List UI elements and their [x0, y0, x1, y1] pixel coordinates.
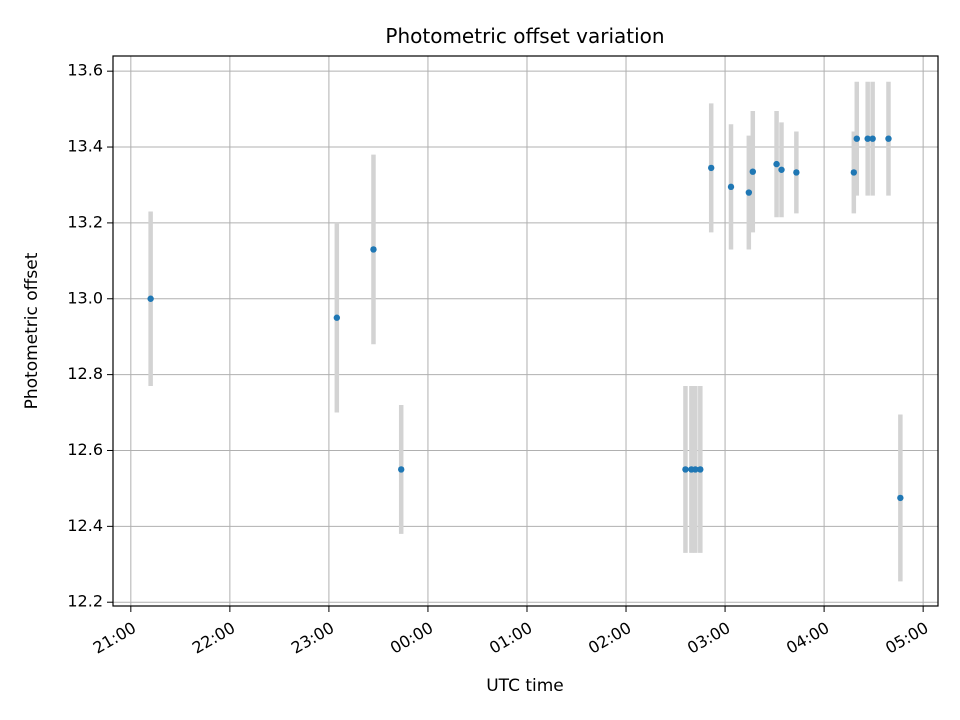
y-tick-label: 12.8 [67, 364, 103, 383]
data-point [897, 494, 904, 502]
data-point [707, 164, 715, 172]
data-point [749, 168, 756, 175]
y-tick-label: 12.6 [67, 440, 103, 459]
data-point [370, 246, 377, 253]
x-tick-label: 04:00 [783, 618, 832, 658]
plot-area-frame [112, 55, 939, 607]
x-tick-label: 00:00 [387, 618, 436, 658]
data-point [778, 166, 785, 173]
chart-title: Photometric offset variation [385, 24, 664, 48]
data-point [727, 183, 735, 191]
grid-lines [113, 56, 938, 606]
y-tick-label: 13.2 [67, 212, 103, 231]
data-point [682, 466, 689, 473]
data-point [773, 160, 780, 168]
data-point [147, 295, 154, 302]
data-point [793, 169, 800, 176]
data-point [745, 189, 753, 196]
data-point [853, 135, 860, 142]
y-tick-label: 12.4 [67, 516, 103, 535]
x-tick-label: 05:00 [882, 618, 931, 658]
x-tick-label: 23:00 [288, 618, 337, 658]
y-tick-label: 13.6 [67, 61, 103, 80]
x-tick-label: 03:00 [684, 618, 733, 658]
data-point [869, 135, 876, 142]
data-points [147, 135, 904, 502]
data-point [864, 135, 871, 142]
x-axis-ticks: 21:00 22:00 23:00 00:00 01:00 02:00 03:00 04:00… [90, 606, 932, 658]
data-point [333, 314, 341, 321]
x-tick-label: 22:00 [189, 618, 238, 658]
data-point [692, 466, 699, 473]
y-tick-label: 13.0 [67, 288, 103, 307]
data-point [398, 466, 405, 473]
x-tick-label: 01:00 [486, 618, 535, 658]
x-tick-label: 21:00 [90, 618, 139, 658]
data-point [850, 169, 858, 176]
y-axis-label: Photometric offset [22, 252, 42, 409]
error-bars [148, 81, 903, 582]
x-axis-label: UTC time [486, 676, 564, 696]
x-tick-label: 02:00 [585, 618, 634, 658]
data-point [885, 135, 892, 142]
data-point [697, 466, 704, 473]
y-tick-label: 12.2 [67, 592, 103, 611]
y-tick-label: 13.4 [67, 137, 103, 156]
y-axis-ticks: 12.2 12.4 12.6 12.8 13.0 13.2 13.4 13.6 [67, 61, 113, 611]
